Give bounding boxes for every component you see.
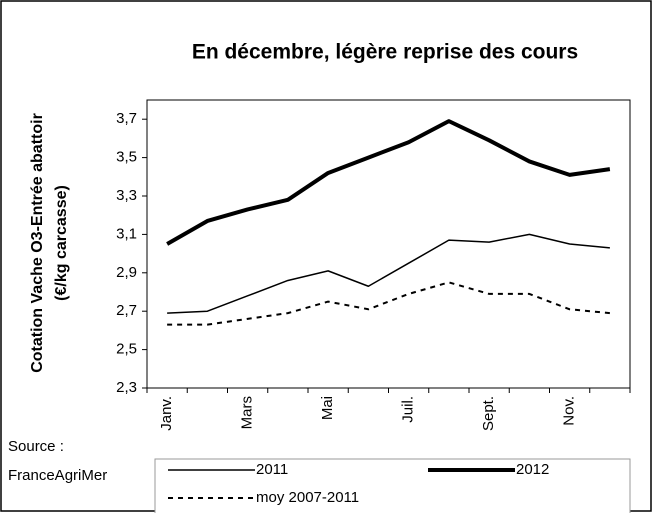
y-axis-label: (€/kg carcasse) (53, 185, 70, 301)
x-tick-label: Mai (319, 396, 336, 420)
y-tick-label: 3,3 (116, 187, 137, 204)
series-line (166, 119, 611, 246)
series-line (167, 281, 610, 326)
y-tick-label: 2,9 (116, 264, 137, 281)
chart-title: En décembre, légère reprise des cours (192, 41, 578, 64)
legend-label: 2012 (516, 461, 549, 478)
x-tick-label: Mars (239, 396, 256, 429)
series-line (167, 233, 610, 314)
y-tick-label: 2,5 (116, 341, 137, 358)
source-label: FranceAgriMer (8, 467, 107, 484)
x-tick-label: Janv. (158, 396, 175, 431)
legend-label: moy 2007-2011 (256, 489, 359, 506)
y-axis-label: Cotation Vache O3-Entrée abattoir (29, 113, 46, 373)
legend-box (154, 458, 631, 513)
source-label: Source : (8, 438, 64, 455)
x-tick-label: Juil. (400, 396, 417, 423)
x-tick-label: Sept. (480, 396, 497, 431)
y-tick-label: 2,3 (116, 379, 137, 396)
legend-label: 2011 (256, 461, 288, 478)
x-tick-label: Nov. (561, 396, 578, 426)
y-tick-label: 3,1 (116, 225, 137, 242)
y-tick-label: 2,7 (116, 302, 137, 319)
y-tick-label: 3,5 (116, 149, 137, 166)
y-tick-label: 3,7 (116, 110, 137, 127)
